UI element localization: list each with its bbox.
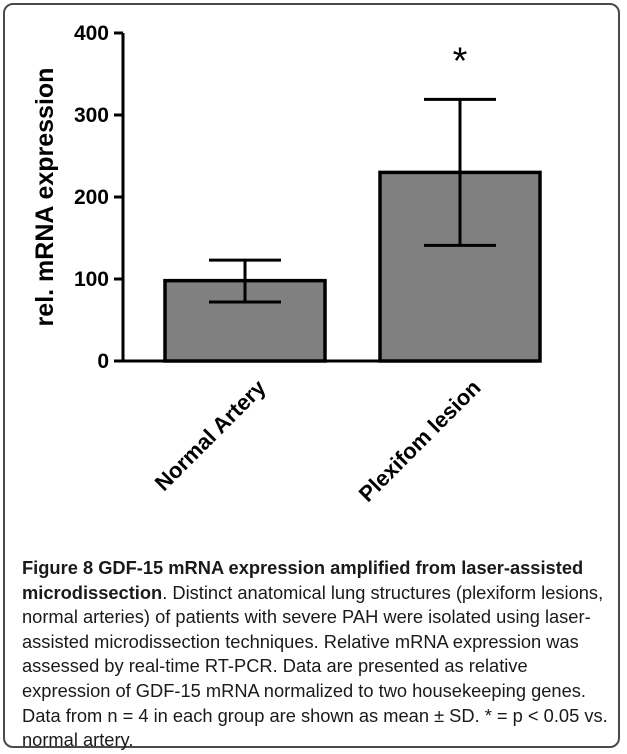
y-tick-label: 200 bbox=[74, 186, 109, 209]
y-tick-label: 400 bbox=[74, 22, 109, 45]
x-tick-label: Normal Artery bbox=[150, 374, 271, 495]
figure-frame bbox=[3, 3, 620, 748]
chart-bars bbox=[163, 97, 542, 363]
bar-chart: 0 100 200 300 400 rel. mRNA expression Normal … bbox=[31, 22, 542, 507]
y-tick-label: 300 bbox=[74, 104, 109, 127]
figure-caption-body: . Distinct anatomical lung structures (p… bbox=[22, 581, 608, 751]
y-tick-label: 0 bbox=[97, 350, 109, 373]
x-tick-label: Plexifom lesion bbox=[354, 375, 486, 507]
figure-title: GDF-15 mRNA expression amplified from la… bbox=[22, 557, 584, 603]
figure-caption: Figure 8 GDF-15 mRNA expression amplifie… bbox=[22, 556, 608, 753]
significance-marker: * bbox=[453, 40, 468, 82]
figure-label: Figure 8 bbox=[22, 557, 94, 578]
y-axis-title: rel. mRNA expression bbox=[31, 68, 59, 327]
y-tick-label: 100 bbox=[74, 268, 109, 291]
